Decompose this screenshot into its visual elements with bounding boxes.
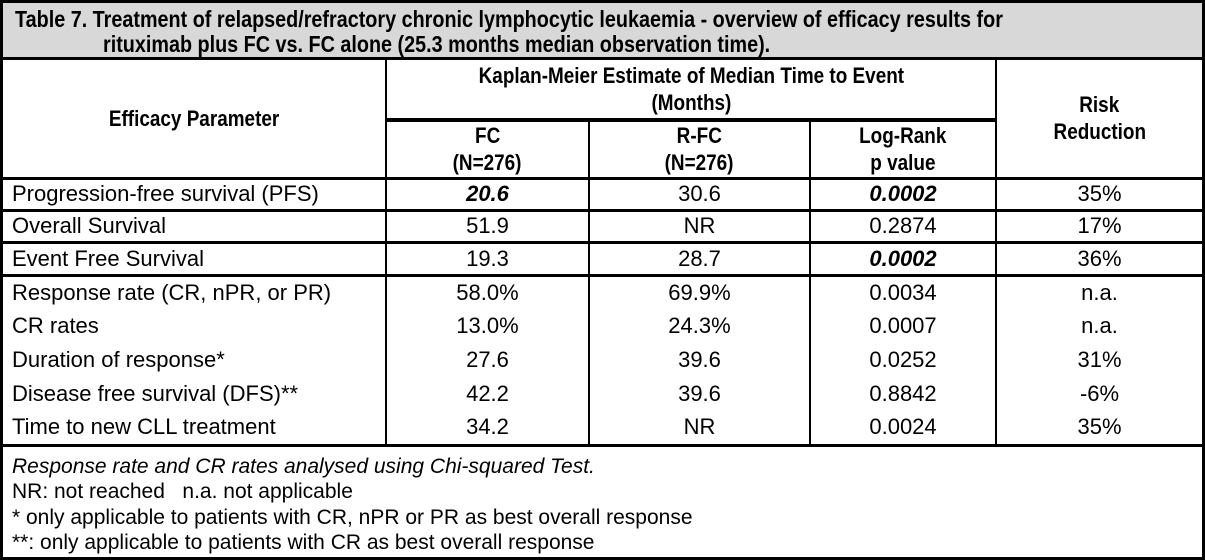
rfc-cell: 28.7: [589, 242, 811, 277]
risk-cell: 35%: [996, 178, 1202, 212]
risk-cell: 17%: [996, 210, 1202, 244]
rfc-cell: NR: [589, 411, 811, 447]
fc-column-header: FC (N=276): [386, 120, 590, 180]
fc-cell: 20.6: [386, 178, 590, 212]
table-row-disease-free-survival: Disease free survival (DFS)** 42.2 39.6 …: [3, 377, 1202, 411]
efficacy-data-table: Efficacy Parameter Kaplan-Meier Estimate…: [3, 60, 1202, 557]
fc-cell: 42.2: [386, 377, 590, 411]
param-cell: Disease free survival (DFS)**: [3, 377, 387, 411]
rfc-cell: 30.6: [589, 178, 811, 212]
table-title: Table 7. Treatment of relapsed/refractor…: [3, 3, 1202, 60]
rfc-cell: NR: [589, 210, 811, 244]
footnotes-row: Response rate and CR rates analysed usin…: [3, 445, 1202, 557]
risk-cell: 31%: [1077, 347, 1122, 372]
table-row-response-rate: Response rate (CR, nPR, or PR) 58.0% 69.…: [3, 275, 1202, 309]
risk-cell: 36%: [996, 242, 1202, 277]
fc-cell: 58.0%: [386, 275, 590, 309]
header-row-top: Efficacy Parameter Kaplan-Meier Estimate…: [3, 60, 1202, 180]
footnote-double-asterisk: **: only applicable to patients with CR …: [12, 531, 595, 554]
header-row-sub: FC (N=276) R-FC (N=276) Log-Rank p value: [3, 120, 1202, 180]
table-row-pfs: Progression-free survival (PFS) 20.6 30.…: [3, 178, 1202, 212]
fc-cell: 19.3: [386, 242, 590, 277]
logrank-column-header: Log-Rank p value: [810, 120, 998, 180]
param-cell: Time to new CLL treatment: [3, 411, 387, 447]
table-title-line2: rituximab plus FC vs. FC alone (25.3 mon…: [103, 31, 771, 57]
risk-cell: -6%: [1079, 381, 1120, 406]
risk-reduction-header-line2: Reduction: [1053, 119, 1146, 145]
param-cell: Response rate (CR, nPR, or PR): [3, 275, 387, 309]
table-row-overall-survival: Overall Survival 51.9 NR 0.2874 17%: [3, 210, 1202, 244]
pvalue-cell: 0.2874: [810, 210, 998, 244]
param-cell: Event Free Survival: [3, 242, 387, 277]
fc-cell: 13.0%: [386, 309, 590, 343]
efficacy-parameter-header: Efficacy Parameter: [3, 60, 387, 180]
risk-cell: 35%: [996, 411, 1202, 447]
table-row-event-free-survival: Event Free Survival 19.3 28.7 0.0002 36%: [3, 242, 1202, 277]
table-row-cr-rates: CR rates 13.0% 24.3% 0.0007 n.a.: [3, 309, 1202, 343]
param-cell: Overall Survival: [3, 210, 387, 244]
pvalue-cell: 0.0007: [810, 309, 998, 343]
rfc-cell: 69.9%: [589, 275, 811, 309]
risk-cell: n.a.: [1081, 313, 1118, 338]
fc-cell: 51.9: [386, 210, 590, 244]
table-title-line1: Table 7. Treatment of relapsed/refractor…: [15, 6, 1003, 32]
footnote-abbreviations: NR: not reached n.a. not applicable: [12, 480, 353, 503]
pvalue-cell: 0.0024: [810, 411, 998, 447]
pvalue-cell: 0.0002: [810, 178, 998, 212]
pvalue-cell: 0.0002: [810, 242, 998, 277]
pvalue-cell: 0.8842: [810, 377, 998, 411]
fc-cell: 27.6: [386, 343, 590, 377]
km-estimate-header-line1: Kaplan-Meier Estimate of Median Time to …: [478, 63, 904, 88]
footnote-asterisk: * only applicable to patients with CR, n…: [12, 505, 693, 529]
fc-cell: 34.2: [386, 411, 590, 447]
param-cell: CR rates: [3, 309, 387, 343]
risk-reduction-header-line1: Risk: [1079, 92, 1120, 118]
rfc-cell: 39.6: [589, 343, 811, 377]
rfc-cell: 24.3%: [589, 309, 811, 343]
footnote-chi-squared: Response rate and CR rates analysed usin…: [12, 454, 595, 478]
rfc-column-header: R-FC (N=276): [589, 120, 811, 180]
table-row-duration-of-response: Duration of response* 27.6 39.6 0.0252 3…: [3, 343, 1202, 377]
risk-reduction-header: Risk Reduction: [996, 60, 1202, 180]
rfc-cell: 39.6: [589, 377, 811, 411]
km-estimate-header: Kaplan-Meier Estimate of Median Time to …: [386, 60, 998, 122]
param-cell: Progression-free survival (PFS): [3, 178, 387, 212]
pvalue-cell: 0.0252: [810, 343, 998, 377]
footnotes-cell: Response rate and CR rates analysed usin…: [3, 445, 1202, 557]
km-estimate-header-line2: (Months): [651, 90, 731, 115]
pvalue-cell: 0.0034: [810, 275, 998, 309]
risk-cell: n.a.: [1081, 279, 1118, 305]
param-cell: Duration of response*: [3, 343, 387, 377]
table-row-time-to-new-cll-treatment: Time to new CLL treatment 34.2 NR 0.0024…: [3, 411, 1202, 447]
